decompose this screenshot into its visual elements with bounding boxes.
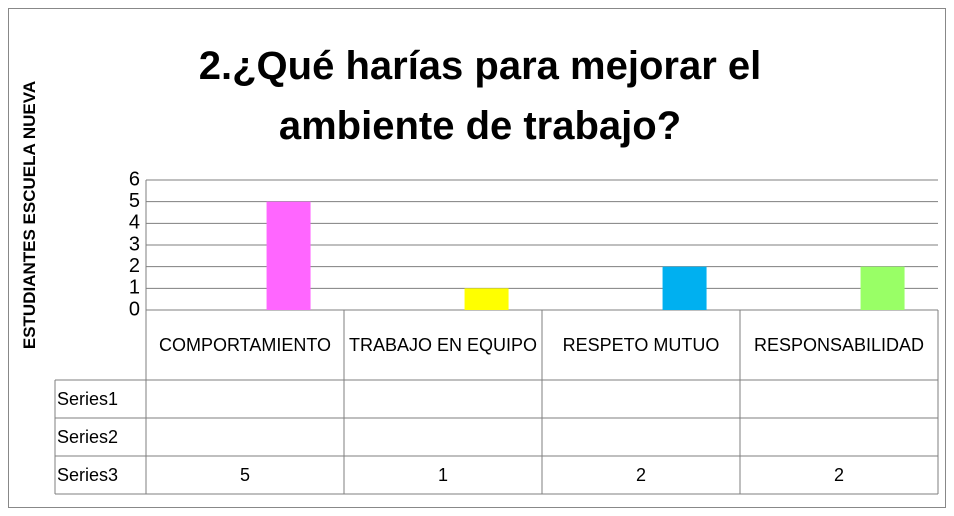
y-tick-label: 4 — [129, 212, 140, 234]
x-tick-label: TRABAJO EN EQUIPO — [348, 335, 538, 355]
x-tick-label: COMPORTAMIENTO — [158, 335, 331, 355]
bar — [662, 266, 707, 310]
data-table-value: 1 — [437, 465, 448, 485]
legend-entry: Series2 — [57, 427, 119, 447]
bar — [860, 266, 905, 310]
data-table-value: 2 — [833, 465, 844, 485]
legend-entry: Series1 — [57, 389, 119, 409]
y-tick-label: 1 — [129, 277, 140, 299]
y-axis-label: ESTUDIANTES ESCUELA NUEVA — [20, 80, 39, 350]
y-tick-label: 0 — [129, 298, 140, 320]
data-table-value: 2 — [635, 465, 646, 485]
x-tick-label: RESPONSABILIDAD — [753, 335, 925, 355]
x-tick-label: RESPETO MUTUO — [562, 335, 720, 355]
y-tick-label: 6 — [129, 168, 140, 190]
bar — [266, 201, 311, 310]
y-tick-label: 5 — [129, 190, 140, 212]
y-tick-label: 3 — [129, 233, 140, 255]
data-table-value: 5 — [239, 465, 250, 485]
chart-border — [8, 8, 946, 508]
bar — [464, 288, 509, 310]
y-tick-label: 2 — [129, 255, 140, 277]
legend-entry: Series3 — [57, 465, 119, 485]
chart-title: 2.¿Qué harías para mejorar el ambiente d… — [198, 44, 762, 148]
